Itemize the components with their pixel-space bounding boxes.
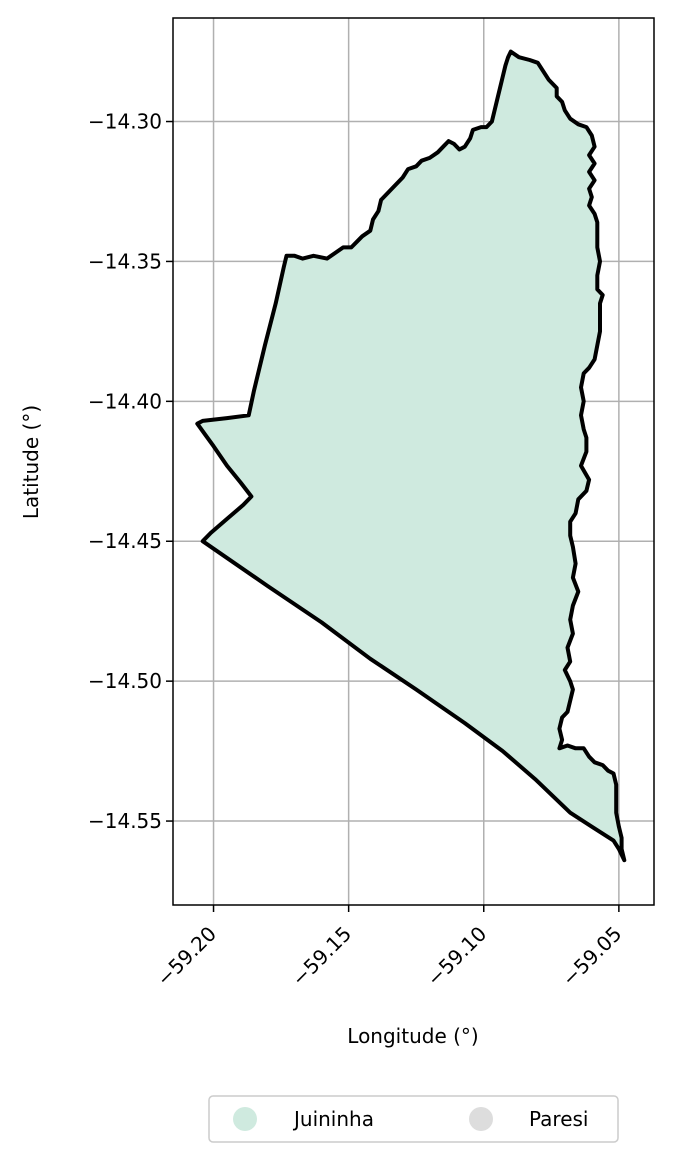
legend-marker-paresi — [469, 1107, 493, 1131]
legend-frame — [208, 1095, 619, 1143]
region-layer — [195, 49, 627, 863]
y-tick-label: −14.30 — [88, 110, 162, 134]
y-tick-label: −14.35 — [88, 249, 162, 273]
y-tick-label: −14.55 — [88, 809, 162, 833]
y-axis-label: Latitude (°) — [19, 405, 43, 519]
x-tick-label: −59.20 — [152, 922, 221, 991]
region-juininha — [195, 49, 627, 863]
x-tick-label: −59.05 — [557, 922, 626, 991]
y-tick-label: −14.40 — [88, 389, 162, 413]
plot-frame — [172, 17, 655, 906]
legend: Juininha Paresi — [208, 1095, 619, 1143]
legend-label-paresi: Paresi — [529, 1107, 588, 1131]
y-tick-label: −14.45 — [88, 529, 162, 553]
x-axis-label: Longitude (°) — [347, 1024, 478, 1048]
legend-label-juininha: Juininha — [292, 1107, 374, 1131]
x-tick-label: −59.15 — [287, 922, 356, 991]
y-tick-label: −14.50 — [88, 669, 162, 693]
x-tick-label: −59.10 — [422, 922, 491, 991]
legend-marker-juininha — [233, 1107, 257, 1131]
